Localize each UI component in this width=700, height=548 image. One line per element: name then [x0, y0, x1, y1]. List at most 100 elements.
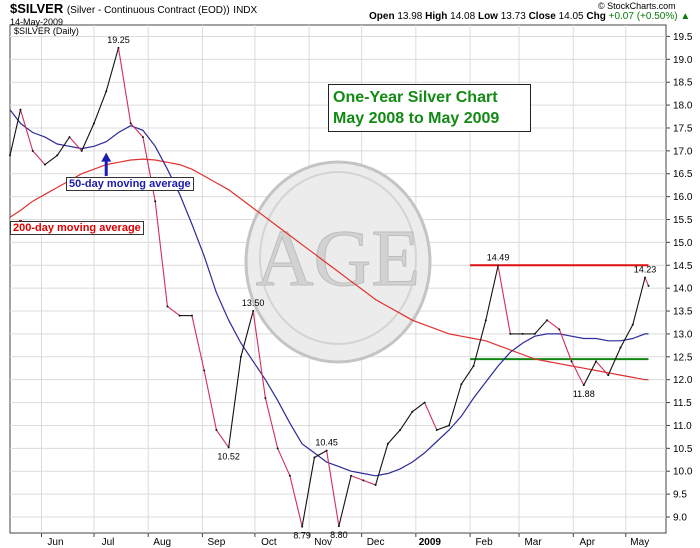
price-segment [338, 475, 352, 527]
price-point [509, 332, 512, 335]
price-point [472, 364, 475, 367]
y-tick-label: 13.5 [673, 307, 693, 318]
price-point [582, 384, 585, 387]
y-tick-label: 18.5 [673, 78, 693, 89]
peak-label: 11.88 [573, 389, 595, 399]
y-tick-label: 17.5 [673, 123, 693, 134]
price-segment [632, 277, 646, 325]
y-tick-label: 14.0 [673, 284, 693, 295]
y-tick-label: 16.5 [673, 169, 693, 180]
stockcharts-brand: © StockCharts.com [598, 1, 676, 11]
x-tick-label: Dec [367, 537, 385, 548]
peak-label: 14.23 [634, 265, 657, 275]
price-point [570, 360, 573, 363]
price-segment [289, 475, 303, 527]
price-segment [399, 411, 413, 431]
price-segment [571, 361, 585, 386]
y-tick-label: 16.0 [673, 192, 693, 203]
y-tick-label: 11.0 [673, 421, 692, 432]
peak-label: 19.25 [107, 35, 130, 45]
price-point [31, 149, 34, 152]
price-segment [387, 429, 401, 445]
price-point [215, 429, 218, 432]
y-tick-label: 11.5 [673, 398, 692, 409]
x-tick-label: May [630, 537, 649, 548]
y-tick-label: 19.0 [673, 55, 693, 66]
price-segment [191, 315, 205, 371]
y-tick-label: 10.5 [673, 444, 693, 455]
y-axis: 19.5 19.0 18.5 18.0 17.5 17.0 16.5 16.0 15.5 15.0… [666, 32, 693, 523]
close-value: 14.05 [558, 11, 584, 22]
y-tick-label: 15.0 [673, 238, 693, 249]
plot-label: $SILVER (Daily) [14, 26, 79, 36]
y-tick-label: 12.5 [673, 352, 693, 363]
price-point [276, 447, 279, 450]
price-point [521, 332, 524, 335]
price-segment [558, 329, 573, 362]
price-point [68, 136, 71, 139]
price-segment [424, 402, 438, 431]
price-point [350, 474, 353, 477]
coin-outline [244, 160, 432, 364]
price-point [644, 276, 647, 279]
price-point [43, 163, 46, 166]
price-point [448, 424, 451, 427]
x-tick-label: Apr [580, 537, 596, 548]
coin-inner-ring [259, 171, 417, 345]
x-tick-label: Aug [153, 537, 171, 548]
price-segment [154, 201, 168, 307]
price-point [386, 442, 389, 445]
price-point [546, 319, 549, 322]
price-point [423, 401, 426, 404]
price-point [105, 90, 108, 93]
price-point [533, 332, 536, 335]
y-tick-label: 12.0 [673, 375, 693, 386]
price-segment [350, 475, 364, 481]
y-tick-label: 14.5 [673, 261, 693, 272]
up-arrow-icon: ▲ [680, 11, 691, 22]
peak-label: 10.52 [217, 451, 240, 461]
x-tick-label: 2009 [419, 537, 442, 548]
price-segment [485, 265, 499, 321]
price-point [631, 323, 634, 326]
price-point [239, 355, 242, 358]
price-point [252, 310, 255, 313]
price-point [154, 200, 157, 203]
ma200-line [9, 158, 649, 381]
price-segment [240, 310, 254, 357]
low-value: 13.73 [500, 11, 526, 22]
callout-200-day: 200-day moving average [10, 221, 144, 235]
price-segment [203, 370, 217, 431]
x-tick-label: Oct [261, 537, 277, 548]
price-point [325, 449, 328, 452]
moving-averages [9, 109, 649, 477]
ma50-arrow-head [101, 152, 112, 162]
ma50-line [9, 109, 649, 477]
ohlc-summary: Open 13.98 High 14.08 Low 13.73 Close 14… [369, 11, 690, 22]
price-point [301, 525, 304, 528]
price-segment [644, 277, 650, 287]
price-point [227, 446, 230, 449]
y-tick-label: 9.5 [673, 490, 687, 501]
peak-label: 8.80 [330, 530, 348, 540]
x-tick-label: Nov [314, 537, 332, 548]
price-segment [497, 265, 511, 335]
symbol-description: (Silver - Continuous Contract (EOD)) [66, 5, 230, 16]
price-point [435, 429, 438, 432]
price-series [9, 46, 650, 528]
x-tick-label: Jun [47, 537, 63, 548]
price-point [313, 456, 316, 459]
low-label: Low [477, 11, 498, 22]
high-value: 14.08 [450, 11, 476, 22]
open-value: 13.98 [397, 11, 423, 22]
chg-label: Chg [586, 11, 606, 22]
price-point [484, 319, 487, 322]
price-point [460, 383, 463, 386]
price-point [129, 122, 132, 125]
y-tick-label: 9.0 [673, 512, 687, 523]
price-segment [326, 450, 340, 527]
price-segment [460, 365, 475, 385]
price-point [362, 479, 365, 482]
exchange: INDX [233, 5, 258, 16]
